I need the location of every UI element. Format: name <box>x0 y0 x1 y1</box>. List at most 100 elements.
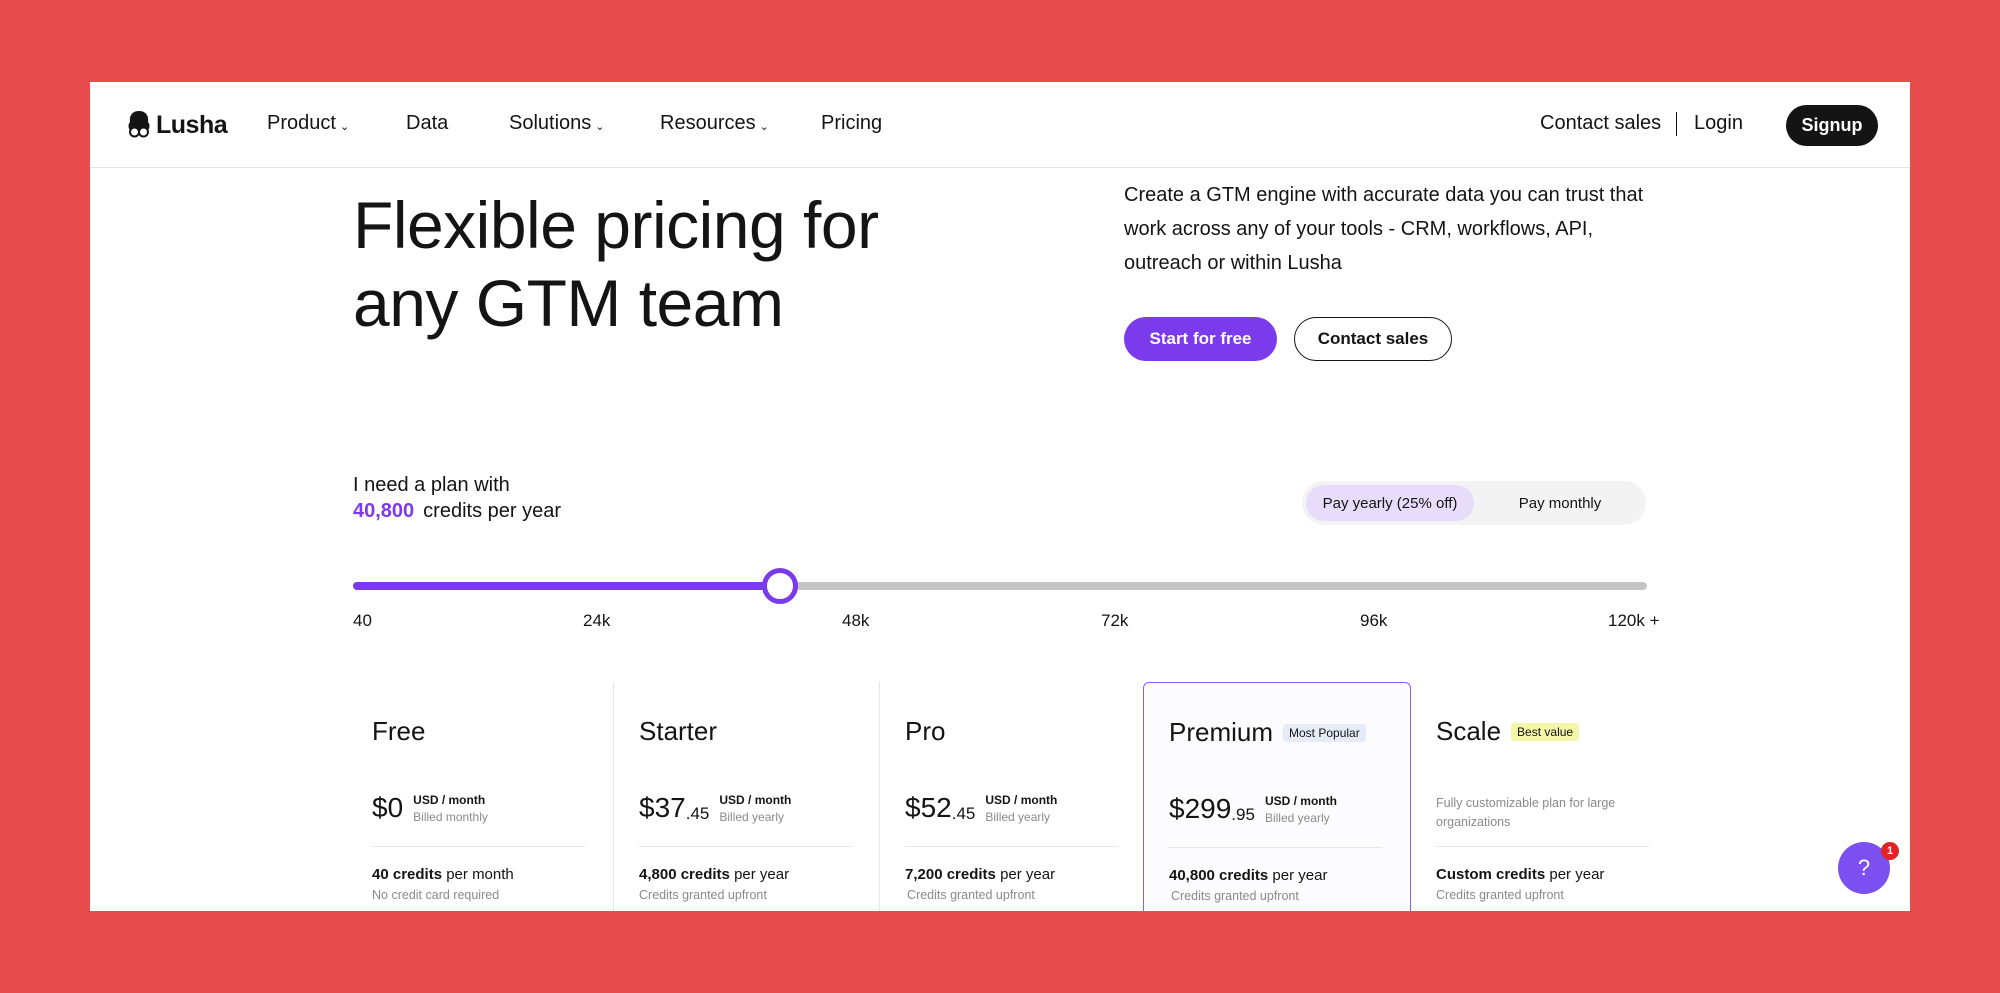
plan-name: Premium Most Popular <box>1169 717 1366 748</box>
nav-item-data[interactable]: Data <box>406 112 448 135</box>
card-separator <box>613 682 614 911</box>
price-unit: USD / month <box>719 793 792 807</box>
nav-item-solutions[interactable]: Solutions ⌄ <box>509 112 605 135</box>
credits-note: Credits granted upfront <box>1171 889 1299 903</box>
login-link[interactable]: Login <box>1694 112 1743 134</box>
price-meta: USD / month Billed yearly <box>1265 793 1337 827</box>
slider-tick-label: 24k <box>583 611 611 630</box>
page-title-line1: Flexible pricing for <box>353 188 879 262</box>
browser-page: Lusha Product ⌄ Data Solutions ⌄ Resourc… <box>90 82 1910 911</box>
slider-fill <box>353 582 781 590</box>
plan-credits: Custom credits per year <box>1436 866 1604 883</box>
credits-amount: 40 credits <box>372 866 443 883</box>
credits-period: per month <box>446 866 514 883</box>
credits-period: per year <box>734 866 790 883</box>
plan-name-text: Scale <box>1436 716 1502 746</box>
credits-suffix: credits per year <box>423 500 562 522</box>
credits-note: Credits granted upfront <box>907 888 1035 902</box>
brand-name: Lusha <box>156 110 228 139</box>
billing-note: Billed yearly <box>1264 811 1330 825</box>
slider-tick-label: 72k <box>1101 611 1129 630</box>
plan-credits: 40 credits per month <box>372 866 514 883</box>
card-divider <box>639 846 852 847</box>
nav-item-label: Pricing <box>821 112 883 134</box>
plan-card-free: Free $0 USD / month Billed monthly 40 cr… <box>353 682 613 911</box>
plan-card-starter: Starter $37.45 USD / month Billed yearly… <box>614 682 879 911</box>
card-divider <box>1436 846 1649 847</box>
plan-credits: 4,800 credits per year <box>639 866 789 883</box>
chevron-down-icon: ⌄ <box>339 121 350 133</box>
credits-amount: 40,800 credits <box>1169 867 1269 884</box>
best-value-badge: Best value <box>1511 722 1580 741</box>
lusha-logo[interactable]: Lusha <box>126 107 228 143</box>
price-meta: USD / month Billed yearly <box>985 792 1057 826</box>
nav-item-label: Solutions <box>509 112 592 134</box>
price-cents: .45 <box>951 804 976 823</box>
price-amount: $299 <box>1169 793 1232 824</box>
plan-prompt: I need a plan with <box>353 474 510 496</box>
notification-badge: 1 <box>1881 842 1899 860</box>
credits-note: Credits granted upfront <box>1436 888 1564 902</box>
credits-period: per year <box>1000 866 1056 883</box>
slider-tick-label: 40 <box>353 611 372 630</box>
plan-credits-summary: 40,800 credits per year <box>353 500 561 523</box>
price-amount: $37 <box>639 792 686 823</box>
card-divider <box>905 846 1118 847</box>
card-separator <box>879 682 880 911</box>
credits-period: per year <box>1272 867 1328 884</box>
credits-note: No credit card required <box>372 888 500 902</box>
plan-name: Pro <box>905 716 945 747</box>
hero-description: Create a GTM engine with accurate data y… <box>1124 184 1644 274</box>
chevron-down-icon: ⌄ <box>595 121 605 133</box>
nav-item-label: Resources <box>660 112 756 134</box>
plan-name: Starter <box>639 716 717 747</box>
credits-period: per year <box>1549 866 1605 883</box>
nav-item-pricing[interactable]: Pricing <box>821 112 882 135</box>
signup-button[interactable]: Signup <box>1786 105 1878 146</box>
nav-divider <box>1676 112 1677 136</box>
price-amount: $0 <box>372 792 404 823</box>
page-title-line2: any GTM team <box>353 266 784 340</box>
nav-item-label: Product <box>267 112 336 134</box>
contact-sales-link[interactable]: Contact sales <box>1540 112 1662 134</box>
chevron-down-icon: ⌄ <box>759 121 769 133</box>
plan-name-text: Free <box>372 716 426 746</box>
pay-yearly-option[interactable]: Pay yearly (25% off) <box>1306 485 1474 521</box>
plan-credits: 40,800 credits per year <box>1169 867 1327 884</box>
plan-price: $299.95 USD / month Billed yearly <box>1169 793 1337 827</box>
price-amount: $52 <box>905 792 952 823</box>
most-popular-badge: Most Popular <box>1283 723 1366 742</box>
billing-note: Billed yearly <box>985 810 1051 824</box>
price-unit: USD / month <box>413 793 486 807</box>
contact-sales-button[interactable]: Contact sales <box>1294 317 1452 361</box>
nav-item-resources[interactable]: Resources ⌄ <box>660 112 769 135</box>
plan-price: $37.45 USD / month Billed yearly <box>639 792 791 826</box>
plan-price: $0 USD / month Billed monthly <box>372 792 488 826</box>
plan-price: $52.45 USD / month Billed yearly <box>905 792 1057 826</box>
selected-credits-value: 40,800 <box>353 500 415 522</box>
credits-amount: Custom credits <box>1436 866 1546 883</box>
price-cents: .45 <box>685 804 710 823</box>
slider-handle[interactable] <box>762 568 799 604</box>
plan-name-text: Premium <box>1169 717 1274 747</box>
nav-item-product[interactable]: Product ⌄ <box>267 112 349 135</box>
billing-note: Billed yearly <box>719 810 785 824</box>
credits-amount: 4,800 credits <box>639 866 730 883</box>
plan-card-pro: Pro $52.45 USD / month Billed yearly 7,2… <box>880 682 1143 911</box>
price-meta: USD / month Billed monthly <box>413 792 488 826</box>
top-navigation: Lusha Product ⌄ Data Solutions ⌄ Resourc… <box>90 82 1910 168</box>
price-unit: USD / month <box>985 793 1058 807</box>
nav-item-label: Data <box>406 112 449 134</box>
page-title: Flexible pricing for any GTM team <box>353 186 973 342</box>
plan-name-text: Starter <box>639 716 718 746</box>
plan-name: Free <box>372 716 425 747</box>
start-for-free-button[interactable]: Start for free <box>1124 317 1277 361</box>
plan-credits: 7,200 credits per year <box>905 866 1055 883</box>
pay-monthly-option[interactable]: Pay monthly <box>1518 494 1602 512</box>
plan-card-scale: Scale Best value Fully customizable plan… <box>1412 682 1652 911</box>
question-mark-icon: ? <box>1857 855 1871 880</box>
credits-slider[interactable] <box>353 568 1647 604</box>
help-chat-button[interactable]: ? <box>1838 842 1890 894</box>
card-divider <box>1169 847 1382 848</box>
plan-card-premium[interactable]: Premium Most Popular $299.95 USD / month… <box>1143 682 1411 911</box>
